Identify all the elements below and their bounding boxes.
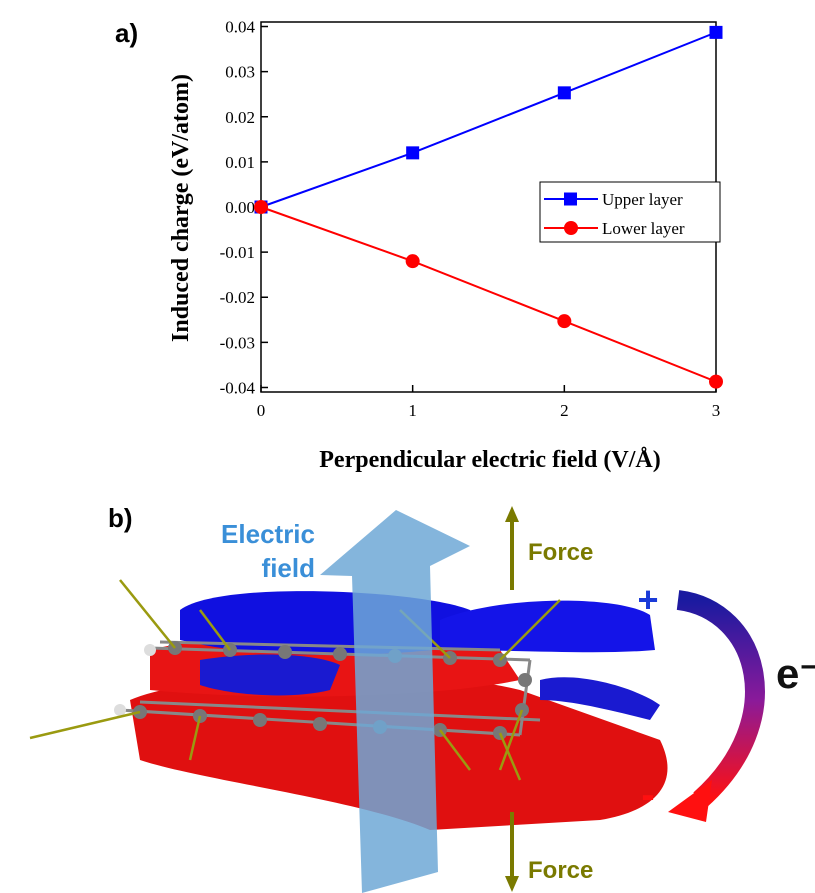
series-line [261, 32, 716, 207]
legend-marker [564, 221, 578, 235]
transfer-arrow [678, 600, 755, 800]
y-tick-label: -0.04 [220, 378, 256, 397]
transfer-arrow-head [668, 780, 712, 822]
y-tick-label: -0.03 [220, 333, 255, 352]
y-tick-label: 0.04 [225, 18, 255, 37]
marker [558, 86, 571, 99]
y-tick-label: 0.00 [225, 198, 255, 217]
legend-marker [564, 193, 577, 206]
y-tick-label: -0.01 [220, 243, 255, 262]
marker [406, 254, 420, 268]
force-label: Force [528, 539, 593, 566]
legend: Upper layer Lower layer [540, 182, 720, 242]
x-tick-label: 3 [712, 401, 721, 420]
electron-label: e⁻ [776, 650, 815, 697]
panel-label: a) [115, 18, 138, 48]
charge-label: - [641, 773, 654, 817]
x-tick-label: 2 [560, 401, 569, 420]
force-label: Force [528, 857, 593, 884]
charge-label: + [637, 579, 658, 620]
marker [709, 375, 723, 389]
chart: -0.04 -0.03 -0.02 -0.01 0.00 0.01 0.02 0.03 0.04… [168, 18, 723, 473]
x-tick-label: 0 [257, 401, 266, 420]
figure: a) -0.04-0.03-0.02-0.010.000.010.020.030… [0, 0, 815, 893]
marker [406, 146, 419, 159]
x-axis-title: Perpendicular electric field (V/Å) [319, 447, 660, 473]
x-tick-label: 1 [408, 401, 417, 420]
panel-label: b) [108, 503, 133, 533]
marker [710, 26, 723, 39]
y-tick-label: -0.02 [220, 288, 255, 307]
y-tick-label: 0.02 [225, 108, 255, 127]
force-arrow-head [505, 506, 519, 522]
marker [254, 200, 268, 214]
legend-label: Upper layer [602, 190, 683, 209]
legend-label: Lower layer [602, 219, 685, 238]
marker [557, 314, 571, 328]
y-tick-label: 0.03 [225, 63, 255, 82]
force-arrow-head [505, 876, 519, 892]
field-label: field [262, 553, 315, 583]
page: a) -0.04-0.03-0.02-0.010.000.010.020.030… [0, 0, 815, 893]
charge-density-upper [440, 601, 655, 653]
y-tick-label: 0.01 [225, 153, 255, 172]
field-label: Electric [221, 519, 315, 549]
illustration: b) Electric field [30, 503, 815, 893]
charge-density-mixed [200, 655, 340, 696]
y-axis-title: Induced charge (eV/atom) [168, 74, 194, 342]
